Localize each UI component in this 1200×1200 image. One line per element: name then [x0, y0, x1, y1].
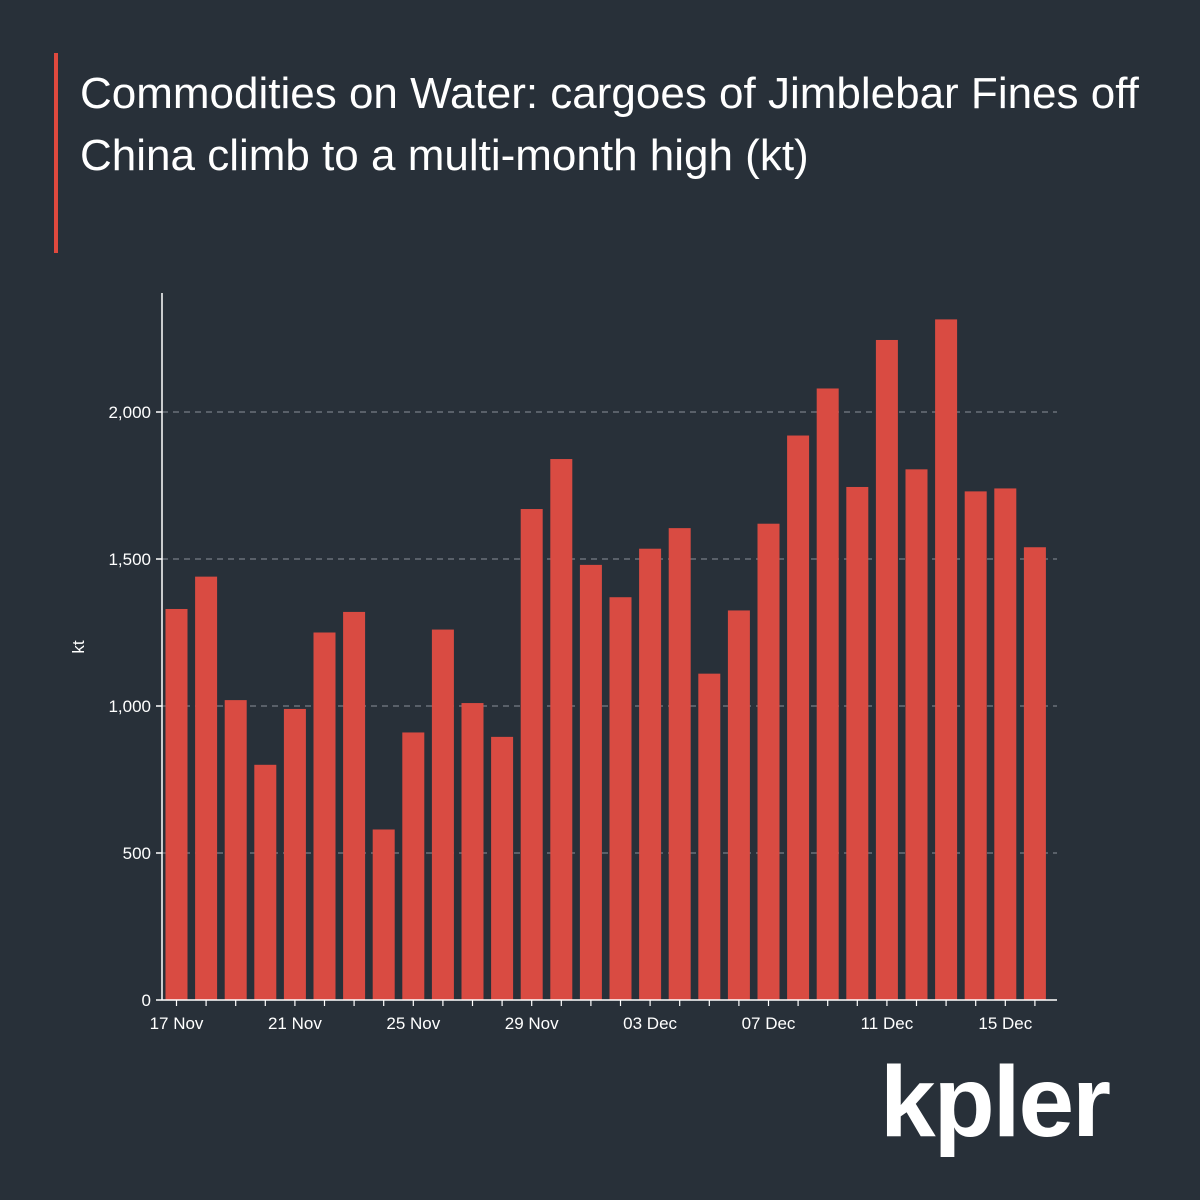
bars: [165, 319, 1046, 1001]
bar: [283, 708, 306, 1000]
chart-title: Commodities on Water: cargoes of Jimbleb…: [80, 69, 1139, 180]
bar: [846, 486, 869, 1001]
x-tick-label: 21 Nov: [268, 1014, 322, 1033]
y-tick-label: 500: [123, 844, 151, 863]
bar: [550, 459, 573, 1000]
bar: [994, 488, 1017, 1000]
y-tick-label: 1,000: [108, 697, 151, 716]
bar: [698, 673, 721, 1000]
bar: [254, 764, 277, 1000]
bar: [402, 732, 425, 1000]
bar: [343, 611, 366, 1000]
x-tick-label: 11 Dec: [861, 1014, 914, 1033]
bar: [609, 597, 632, 1000]
y-tick-label: 2,000: [108, 403, 151, 422]
x-tick-label: 03 Dec: [623, 1014, 677, 1033]
bar: [313, 632, 336, 1000]
bar: [935, 319, 958, 1000]
x-tick-label: 15 Dec: [978, 1014, 1032, 1033]
y-tick-label: 0: [142, 991, 151, 1010]
bar: [757, 523, 780, 1000]
bar: [668, 528, 691, 1000]
x-tick-label: 25 Nov: [386, 1014, 440, 1033]
bar: [372, 829, 395, 1000]
y-ticks: 0 500 1,000 1,500 2,000: [108, 403, 162, 1010]
bar: [875, 339, 898, 1001]
y-axis-title: kt: [69, 640, 88, 654]
bar: [964, 491, 987, 1000]
x-tick-label: 17 Nov: [150, 1014, 204, 1033]
title-block: Commodities on Water: cargoes of Jimbleb…: [54, 53, 1164, 253]
bar: [816, 388, 839, 1001]
x-tick-label: 07 Dec: [742, 1014, 796, 1033]
bar: [491, 736, 514, 1000]
bar: [639, 548, 662, 1000]
bar: [165, 608, 188, 1000]
bar: [905, 469, 928, 1001]
y-tick-label: 1,500: [108, 550, 151, 569]
x-tick-label: 29 Nov: [505, 1014, 559, 1033]
kpler-logo: kpler: [880, 1046, 1111, 1158]
bar: [195, 576, 218, 1000]
bar: [1023, 547, 1046, 1000]
bar: [727, 610, 750, 1000]
bar: [520, 509, 543, 1000]
bar: [461, 703, 484, 1000]
bar: [431, 629, 454, 1000]
bar: [224, 700, 247, 1000]
axes: [161, 293, 1057, 1001]
bar: [579, 564, 602, 1000]
bar: [787, 435, 810, 1000]
x-ticks: 17 Nov 21 Nov 25 Nov 29 Nov 03 Dec 07 Dec 11 D…: [150, 1000, 1036, 1033]
